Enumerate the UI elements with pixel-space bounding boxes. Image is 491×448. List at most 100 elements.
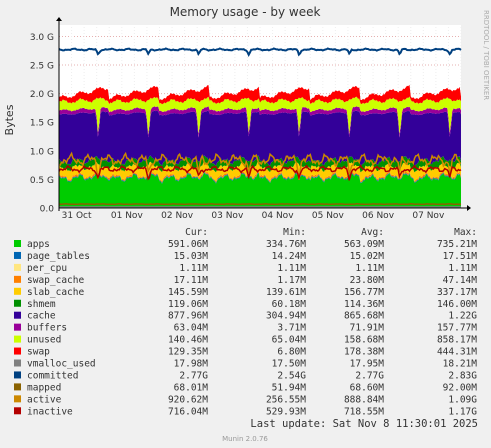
- x-tick-label: 05 Nov: [312, 211, 345, 221]
- legend-swatch-vmalloc-used: [14, 359, 21, 367]
- munin-version: Munin 2.0.76: [222, 435, 268, 443]
- legend-min-value: 256.55M: [266, 394, 306, 405]
- x-tick-label: 01 Nov: [111, 211, 144, 221]
- legend-name: unused: [27, 335, 61, 346]
- legend-name: swap_cache: [27, 275, 84, 286]
- legend-min-value: 3.71M: [277, 323, 306, 334]
- legend-avg-value: 718.55M: [344, 406, 384, 417]
- line-mapped: [58, 203, 462, 206]
- tick-labels: 0.0 0.5 G 1.0 G 1.5 G 2.0 G 2.5 G 3.0 G 31 Oct 0…: [30, 33, 445, 221]
- legend-name: vmalloc_used: [27, 359, 96, 370]
- legend-cur-value: 119.06M: [168, 299, 208, 310]
- y-tick-label: 3.0 G: [30, 33, 54, 43]
- legend-swatch-page-tables: [14, 251, 21, 259]
- legend-min-value: 2.54G: [277, 370, 306, 381]
- legend-swatch-buffers: [14, 323, 21, 331]
- legend-avg-value: 888.84M: [344, 394, 384, 405]
- legend-min-value: 65.04M: [272, 335, 307, 346]
- legend-max-value: 18.21M: [443, 359, 478, 370]
- legend-cur-value: 63.04M: [174, 323, 209, 334]
- legend-cur-value: 140.46M: [168, 335, 208, 346]
- y-tick-label: 0.5 G: [30, 176, 54, 186]
- area-apps: [59, 172, 461, 208]
- y-axis-label: Bytes: [3, 104, 16, 135]
- legend-cur-value: 716.04M: [168, 406, 208, 417]
- area-slab-cache: [59, 161, 461, 182]
- legend-avg-value: 2.77G: [355, 370, 384, 381]
- x-tick-label: 31 Oct: [62, 211, 92, 221]
- area-unused: [59, 96, 461, 134]
- legend-max-value: 2.83G: [448, 370, 477, 381]
- legend-min-value: 6.80M: [277, 347, 306, 358]
- legend-swatch-swap-cache: [14, 275, 21, 283]
- legend-name: buffers: [27, 323, 67, 334]
- legend-min-value: 1.17M: [277, 275, 306, 286]
- legend-avg-value: 23.80M: [350, 275, 385, 286]
- legend-min-value: 51.94M: [272, 382, 307, 393]
- legend-avg-value: 114.36M: [344, 299, 384, 310]
- axes: [56, 17, 471, 211]
- last-update-text: Last update: Sat Nov 8 11:30:01 2025: [250, 418, 478, 430]
- line-committed: [58, 47, 462, 58]
- legend-avg-value: 1.11M: [355, 263, 384, 274]
- area-swap: [59, 84, 461, 105]
- legend-min-value: 1.11M: [277, 263, 306, 274]
- legend-name: per_cpu: [27, 263, 67, 274]
- legend-cur-value: 1.11M: [179, 263, 208, 274]
- legend-cur-value: 2.77G: [179, 370, 208, 381]
- legend-cur-value: 68.01M: [174, 382, 209, 393]
- area-buffers: [59, 106, 461, 138]
- legend-cur-value: 145.59M: [168, 287, 208, 298]
- legend-name: page_tables: [27, 251, 90, 262]
- x-tick-label: 02 Nov: [161, 211, 194, 221]
- legend-avg-value: 156.77M: [344, 287, 384, 298]
- legend-max-value: 92.00M: [443, 382, 478, 393]
- legend-swatch-swap: [14, 347, 21, 355]
- legend-cur-value: 129.35M: [168, 347, 208, 358]
- legend-name: cache: [27, 311, 56, 322]
- legend-avg-value: 158.68M: [344, 335, 384, 346]
- y-tick-label: 2.5 G: [30, 62, 54, 72]
- legend-avg-value: 15.02M: [350, 251, 385, 262]
- x-tick-label: 07 Nov: [412, 211, 445, 221]
- y-tick-label: 1.5 G: [30, 119, 54, 129]
- legend-swatch-shmem: [14, 299, 21, 307]
- legend-name: shmem: [27, 299, 56, 310]
- legend-min-value: 334.76M: [266, 239, 306, 250]
- legend-max-value: 1.11M: [448, 263, 477, 274]
- legend-avg-value: 563.09M: [344, 239, 384, 250]
- legend-avg-value: 178.38M: [344, 347, 384, 358]
- legend-max-value: 1.17G: [448, 406, 477, 417]
- legend-name: mapped: [27, 382, 61, 393]
- legend-cur-value: 17.98M: [174, 359, 209, 370]
- rrdtool-credit: RRDTOOL / TOBI OETIKER: [482, 10, 490, 100]
- area-swap-cache: [59, 170, 461, 183]
- legend-avg-value: 17.95M: [350, 359, 385, 370]
- legend-header-cur: Cur:: [185, 227, 208, 238]
- legend-avg-value: 68.60M: [350, 382, 385, 393]
- legend-swatch-apps: [14, 240, 21, 247]
- overlay-lines: [58, 47, 462, 208]
- legend-swatch-per-cpu: [14, 263, 21, 271]
- legend-name: committed: [27, 370, 78, 381]
- legend-header-min: Min:: [283, 227, 306, 238]
- legend-name: inactive: [27, 406, 73, 417]
- legend-name: swap: [27, 347, 50, 358]
- legend-header-max: Max:: [454, 227, 477, 238]
- x-tick-label: 04 Nov: [262, 211, 295, 221]
- legend-swatch-cache: [14, 311, 21, 319]
- legend-avg-value: 865.68M: [344, 311, 384, 322]
- legend-max-value: 17.51M: [443, 251, 478, 262]
- legend-name: apps: [27, 239, 50, 250]
- legend-avg-value: 71.91M: [350, 323, 385, 334]
- line-active: [58, 151, 462, 181]
- legend-name: active: [27, 394, 62, 405]
- legend: Cur: Min: Avg: Max: apps 591.06M 334.76M 563.09…: [14, 227, 477, 417]
- area-page-tables: [59, 171, 461, 184]
- legend-max-value: 157.77M: [437, 323, 477, 334]
- area-shmem: [59, 155, 461, 173]
- legend-max-value: 735.21M: [437, 239, 477, 250]
- y-axis-arrow: [56, 17, 62, 21]
- legend-min-value: 529.93M: [266, 406, 306, 417]
